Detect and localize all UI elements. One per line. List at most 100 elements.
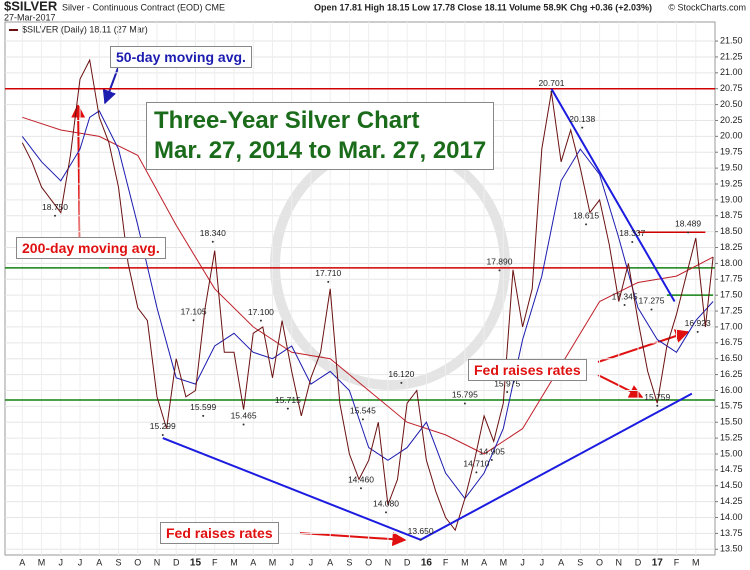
x-tick-label: S xyxy=(116,557,122,567)
y-tick-label: 18.75 xyxy=(720,210,743,220)
y-tick-label: 21.25 xyxy=(720,51,743,61)
x-tick-label: S xyxy=(577,557,583,567)
y-tick-label: 15.00 xyxy=(720,448,743,458)
x-tick-label: S xyxy=(346,557,352,567)
price-point xyxy=(242,423,245,426)
price-label: 17.275 xyxy=(639,296,665,306)
y-tick-label: 15.50 xyxy=(720,417,743,427)
subtitle: Silver - Continuous Contract (EOD) CME xyxy=(62,2,225,12)
x-tick-label: M xyxy=(269,557,277,567)
x-tick-label: J xyxy=(520,557,525,567)
price-label: 18.340 xyxy=(200,228,226,238)
x-tick-label: M xyxy=(500,557,508,567)
y-tick-label: 19.00 xyxy=(720,194,743,204)
series-line xyxy=(22,116,714,455)
price-point xyxy=(384,511,387,514)
y-tick-label: 14.25 xyxy=(720,496,743,506)
price-label: 15.795 xyxy=(452,390,478,400)
y-tick-label: 19.25 xyxy=(720,178,743,188)
x-tick-label: N xyxy=(616,557,623,567)
x-tick-label: D xyxy=(404,557,411,567)
x-tick-label: N xyxy=(385,557,392,567)
price-label: 13.650 xyxy=(408,526,434,536)
x-tick-label: 16 xyxy=(421,558,433,569)
y-tick-label: 21.50 xyxy=(720,35,743,45)
price-point xyxy=(550,90,553,93)
symbol: $SILVER xyxy=(4,0,58,13)
price-label: 14.460 xyxy=(348,475,374,485)
price-point xyxy=(696,330,699,333)
x-tick-label: M xyxy=(461,557,469,567)
y-tick-label: 17.75 xyxy=(720,274,743,284)
price-label: 17.345 xyxy=(612,291,638,301)
y-tick-label: 14.75 xyxy=(720,464,743,474)
price-point xyxy=(202,414,205,417)
price-point xyxy=(400,381,403,384)
y-tick-label: 20.75 xyxy=(720,83,743,93)
x-tick-label: M xyxy=(692,557,700,567)
price-label: 18.489 xyxy=(675,219,701,229)
y-tick-label: 19.75 xyxy=(720,147,743,157)
price-label: 16.923 xyxy=(685,318,711,328)
price-point xyxy=(327,280,330,283)
arrow xyxy=(102,67,119,105)
ma200-note: 200-day moving avg. xyxy=(16,237,166,259)
x-tick-label: J xyxy=(59,557,64,567)
price-point xyxy=(490,459,493,462)
x-tick-label: M xyxy=(230,557,238,567)
price-label: 15.975 xyxy=(494,378,520,388)
price-label: 15.715 xyxy=(275,395,301,405)
arrow xyxy=(597,374,644,398)
x-tick-label: F xyxy=(443,557,449,567)
date: 27-Mar-2017 xyxy=(4,12,56,22)
y-tick-label: 14.50 xyxy=(720,480,743,490)
x-tick-label: O xyxy=(365,557,372,567)
price-point xyxy=(286,407,289,410)
y-tick-label: 18.00 xyxy=(720,258,743,268)
x-tick-label: O xyxy=(596,557,603,567)
headline: Three-Year Silver Chart xyxy=(154,107,420,134)
price-point xyxy=(259,319,262,322)
y-tick-label: 20.25 xyxy=(720,115,743,125)
y-tick-label: 16.00 xyxy=(720,385,743,395)
x-tick-label: J xyxy=(289,557,294,567)
price-label: 14.710 xyxy=(463,459,489,469)
price-label: 20.138 xyxy=(569,114,595,124)
series-line xyxy=(21,110,714,500)
price-point xyxy=(585,223,588,226)
x-tick-label: F xyxy=(212,557,218,567)
x-tick-label: J xyxy=(540,557,545,567)
x-tick-label: J xyxy=(309,557,314,567)
x-tick-label: O xyxy=(134,557,141,567)
y-tick-label: 17.25 xyxy=(720,305,743,315)
y-tick-label: 15.25 xyxy=(720,432,743,442)
x-tick-label: N xyxy=(154,557,161,567)
y-tick-label: 19.50 xyxy=(720,162,743,172)
x-tick-label: A xyxy=(558,557,564,567)
price-label: 17.890 xyxy=(486,257,512,267)
price-label: 15.299 xyxy=(150,421,176,431)
price-point xyxy=(463,402,466,405)
x-tick-label: 15 xyxy=(190,558,202,569)
x-tick-label: A xyxy=(19,557,25,567)
price-point xyxy=(498,269,501,272)
price-label: 17.105 xyxy=(181,307,207,317)
price-point xyxy=(54,214,57,217)
price-point xyxy=(192,319,195,322)
price-label: 18.337 xyxy=(619,228,645,238)
x-tick-label: D xyxy=(635,557,642,567)
price-label: 14.080 xyxy=(373,499,399,509)
price-label: 15.545 xyxy=(350,406,376,416)
x-tick-label: A xyxy=(481,557,487,567)
price-label: 18.615 xyxy=(573,211,599,221)
y-tick-label: 14.00 xyxy=(720,512,743,522)
price-point xyxy=(359,487,362,490)
y-tick-label: 17.50 xyxy=(720,290,743,300)
price-label: 17.710 xyxy=(315,268,341,278)
y-tick-label: 15.75 xyxy=(720,401,743,411)
price-label: 15.599 xyxy=(190,402,216,412)
price-label: 14.905 xyxy=(479,446,505,456)
headline-box: Three-Year Silver Chart Mar. 27, 2014 to… xyxy=(146,102,495,170)
